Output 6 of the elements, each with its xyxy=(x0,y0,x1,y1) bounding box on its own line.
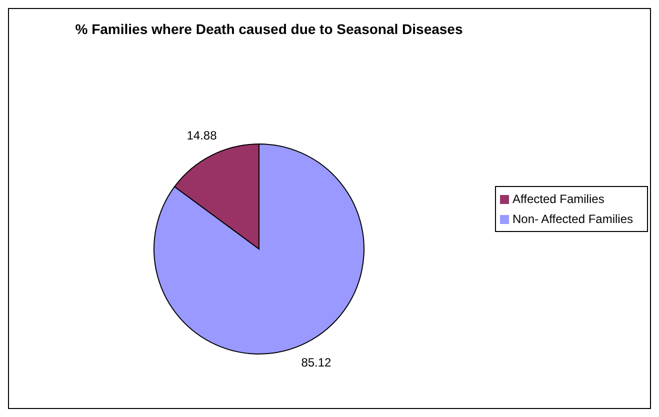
legend-label: Affected Families xyxy=(512,192,604,206)
data-label: 14.88 xyxy=(186,128,218,143)
data-label: 85.12 xyxy=(301,355,332,370)
legend-label: Non- Affected Families xyxy=(512,212,633,226)
pie-slice xyxy=(154,144,364,354)
chart-title: % Families where Death caused due to Seasonal Diseases xyxy=(74,21,464,37)
